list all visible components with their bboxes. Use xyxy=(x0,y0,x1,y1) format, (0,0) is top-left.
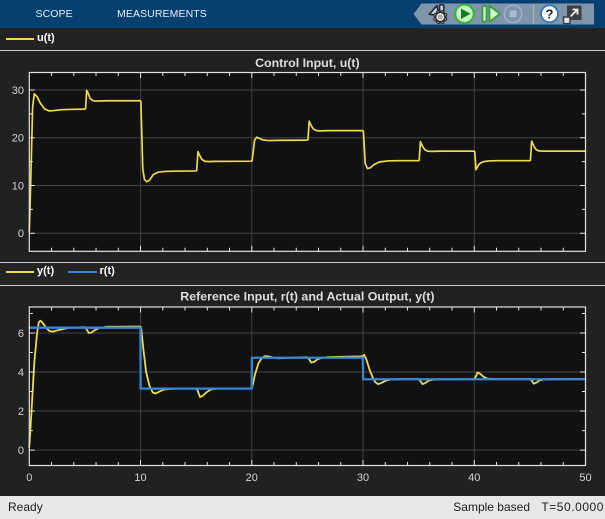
svg-text:Control Input, u(t): Control Input, u(t) xyxy=(255,56,360,70)
svg-text:30: 30 xyxy=(12,85,24,97)
svg-text:?: ? xyxy=(546,6,554,21)
svg-text:0: 0 xyxy=(18,445,24,457)
svg-text:4: 4 xyxy=(18,367,24,379)
svg-text:50: 50 xyxy=(579,472,591,484)
svg-text:10: 10 xyxy=(12,180,24,192)
svg-text:20: 20 xyxy=(246,472,258,484)
svg-text:2: 2 xyxy=(18,406,24,418)
svg-text:Reference Input, r(t) and Actu: Reference Input, r(t) and Actual Output,… xyxy=(180,290,434,304)
svg-text:20: 20 xyxy=(12,133,24,145)
svg-text:40: 40 xyxy=(468,472,480,484)
svg-text:6: 6 xyxy=(18,328,24,340)
svg-text:0: 0 xyxy=(18,228,24,240)
svg-text:0: 0 xyxy=(26,472,32,484)
svg-text:30: 30 xyxy=(357,472,369,484)
svg-text:10: 10 xyxy=(134,472,146,484)
